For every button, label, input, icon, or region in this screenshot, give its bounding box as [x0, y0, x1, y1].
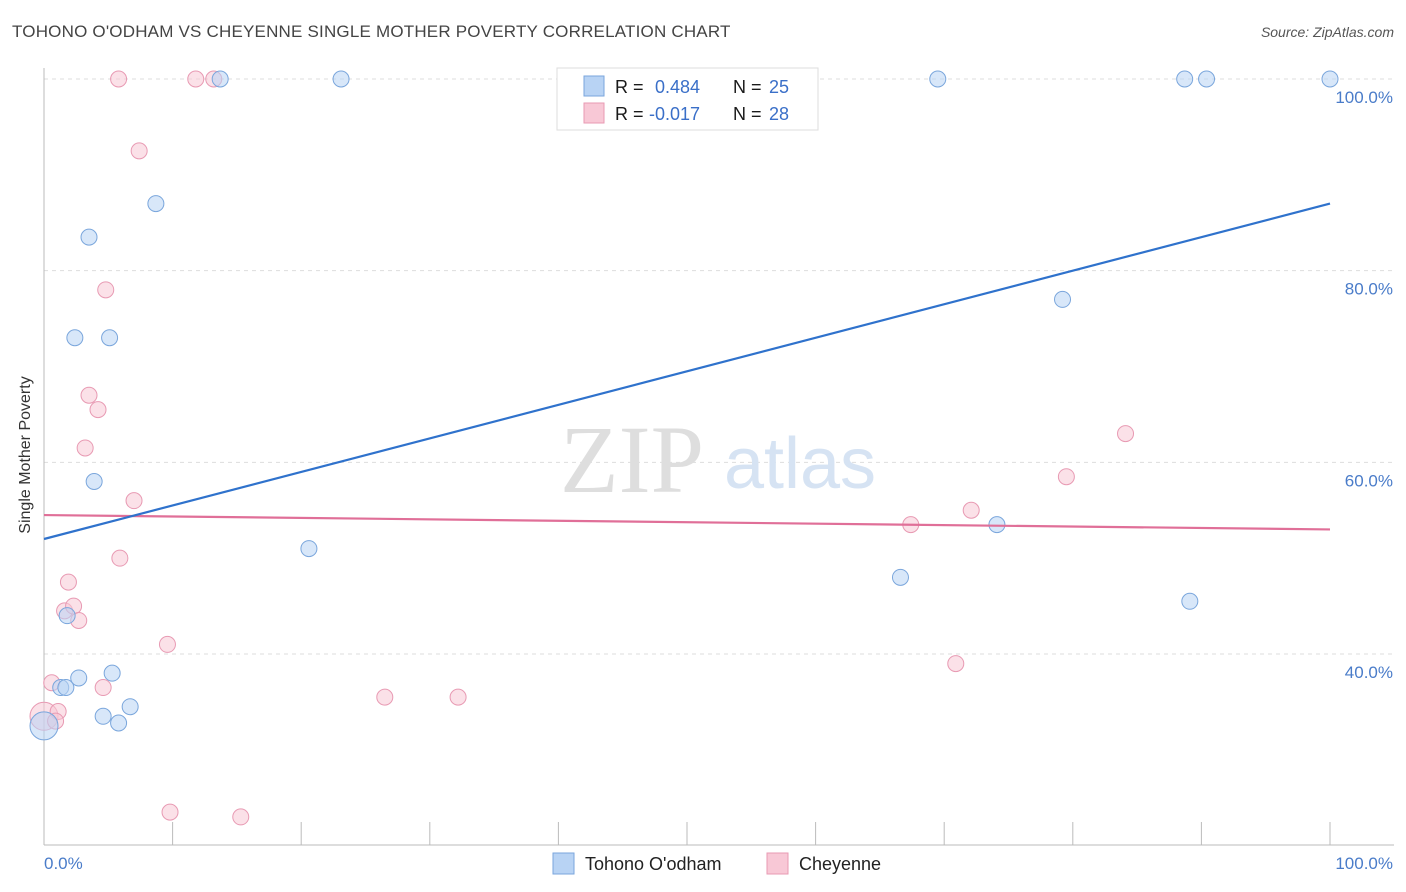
tohono-point	[94, 707, 112, 725]
series-tohono-points	[29, 70, 1339, 741]
legend-cheyenne-swatch	[766, 852, 789, 875]
cheyenne-point	[232, 808, 250, 826]
blue-n-label: N =	[733, 77, 762, 97]
gridlines	[44, 78, 1394, 655]
tohono-point	[110, 714, 128, 732]
cheyenne-point	[1057, 468, 1075, 486]
x-axis-ticks	[43, 822, 1331, 845]
source-label: Source: ZipAtlas.com	[1260, 24, 1394, 40]
cheyenne-point	[110, 70, 128, 88]
cheyenne-point	[89, 401, 107, 419]
tohono-point	[101, 329, 119, 347]
cheyenne-point	[94, 679, 112, 697]
cheyenne-point	[111, 549, 129, 567]
tohono-point	[1321, 70, 1339, 88]
x-tick-label: 0.0%	[44, 854, 83, 873]
cheyenne-point	[97, 281, 115, 299]
chart-title: TOHONO O'ODHAM VS CHEYENNE SINGLE MOTHER…	[12, 22, 731, 41]
series-cheyenne-points	[29, 70, 1135, 826]
pink-r-label: R =	[615, 104, 644, 124]
cheyenne-point	[80, 386, 98, 404]
tohono-point	[58, 607, 76, 625]
legend-tohono-label: Tohono O'odham	[585, 854, 722, 874]
watermark-zip: ZIP	[560, 406, 704, 513]
cheyenne-point	[76, 439, 94, 457]
pink-n-value: 28	[769, 104, 789, 124]
blue-r-label: R =	[615, 77, 644, 97]
tohono-point	[57, 679, 75, 697]
cheyenne-point	[962, 501, 980, 519]
pink-n-label: N =	[733, 104, 762, 124]
blue-r-value: 0.484	[655, 77, 700, 97]
blue-n-value: 25	[769, 77, 789, 97]
cheyenne-point	[449, 688, 467, 706]
cheyenne-point	[158, 635, 176, 653]
cheyenne-point	[376, 688, 394, 706]
cheyenne-point	[187, 70, 205, 88]
stats-legend: R = 0.484 N = 25 R = -0.017 N = 28	[556, 67, 819, 131]
tohono-point	[66, 329, 84, 347]
tohono-point	[1054, 290, 1072, 308]
watermark-atlas: atlas	[724, 424, 876, 504]
y-tick-label: 80.0%	[1345, 280, 1393, 299]
tohono-point	[85, 473, 103, 490]
tohono-point	[929, 70, 947, 88]
tohono-trend-line	[43, 202, 1331, 541]
cheyenne-trend-line	[43, 513, 1331, 531]
axes	[43, 68, 1394, 846]
tohono-point	[1198, 70, 1216, 88]
tohono-point	[332, 70, 350, 88]
tohono-point	[103, 664, 121, 682]
tohono-point	[121, 698, 139, 716]
legend-cheyenne-label: Cheyenne	[799, 854, 881, 874]
legend-tohono-swatch	[552, 852, 575, 875]
series-legend: Tohono O'odham Cheyenne	[552, 852, 881, 875]
tohono-point	[891, 568, 909, 586]
cheyenne-point	[161, 803, 179, 821]
x-tick-label: 100.0%	[1335, 854, 1393, 873]
tohono-point	[29, 711, 59, 741]
tohono-point	[70, 669, 88, 687]
tohono-point	[300, 540, 318, 558]
cheyenne-point	[130, 142, 148, 160]
tohono-point	[147, 195, 165, 213]
y-tick-label: 40.0%	[1345, 663, 1393, 682]
cheyenne-point	[1117, 425, 1135, 443]
cheyenne-point	[59, 573, 77, 591]
x-tick-labels: 0.0% 100.0%	[44, 854, 1393, 873]
y-tick-label: 60.0%	[1345, 471, 1393, 490]
cheyenne-point	[125, 492, 143, 510]
tohono-point	[80, 228, 98, 246]
pink-swatch	[583, 102, 605, 124]
tohono-point	[1181, 592, 1199, 610]
y-tick-label: 100.0%	[1335, 88, 1393, 107]
y-tick-labels: 40.0% 60.0% 80.0% 100.0%	[1335, 88, 1393, 682]
watermark: ZIP atlas	[560, 406, 876, 513]
tohono-point	[1176, 70, 1194, 88]
trend-lines	[43, 202, 1331, 541]
cheyenne-point	[947, 655, 965, 673]
pink-r-value: -0.017	[649, 104, 700, 124]
tohono-point	[211, 70, 229, 88]
blue-swatch	[583, 75, 605, 97]
